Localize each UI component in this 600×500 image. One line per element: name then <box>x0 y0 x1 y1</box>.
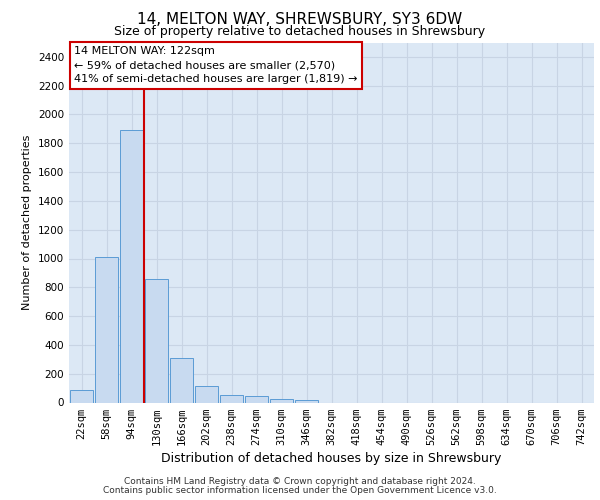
Bar <box>170 358 193 403</box>
Bar <box>145 278 169 402</box>
Bar <box>220 394 244 402</box>
Text: Contains HM Land Registry data © Crown copyright and database right 2024.: Contains HM Land Registry data © Crown c… <box>124 477 476 486</box>
Bar <box>269 399 293 402</box>
Text: 14 MELTON WAY: 122sqm
← 59% of detached houses are smaller (2,570)
41% of semi-d: 14 MELTON WAY: 122sqm ← 59% of detached … <box>74 46 358 84</box>
Text: 14, MELTON WAY, SHREWSBURY, SY3 6DW: 14, MELTON WAY, SHREWSBURY, SY3 6DW <box>137 12 463 28</box>
X-axis label: Distribution of detached houses by size in Shrewsbury: Distribution of detached houses by size … <box>161 452 502 465</box>
Bar <box>95 257 118 402</box>
Bar <box>295 400 319 402</box>
Bar <box>70 390 94 402</box>
Bar <box>194 386 218 402</box>
Bar <box>245 396 268 402</box>
Bar <box>119 130 143 402</box>
Text: Size of property relative to detached houses in Shrewsbury: Size of property relative to detached ho… <box>115 25 485 38</box>
Text: Contains public sector information licensed under the Open Government Licence v3: Contains public sector information licen… <box>103 486 497 495</box>
Y-axis label: Number of detached properties: Number of detached properties <box>22 135 32 310</box>
